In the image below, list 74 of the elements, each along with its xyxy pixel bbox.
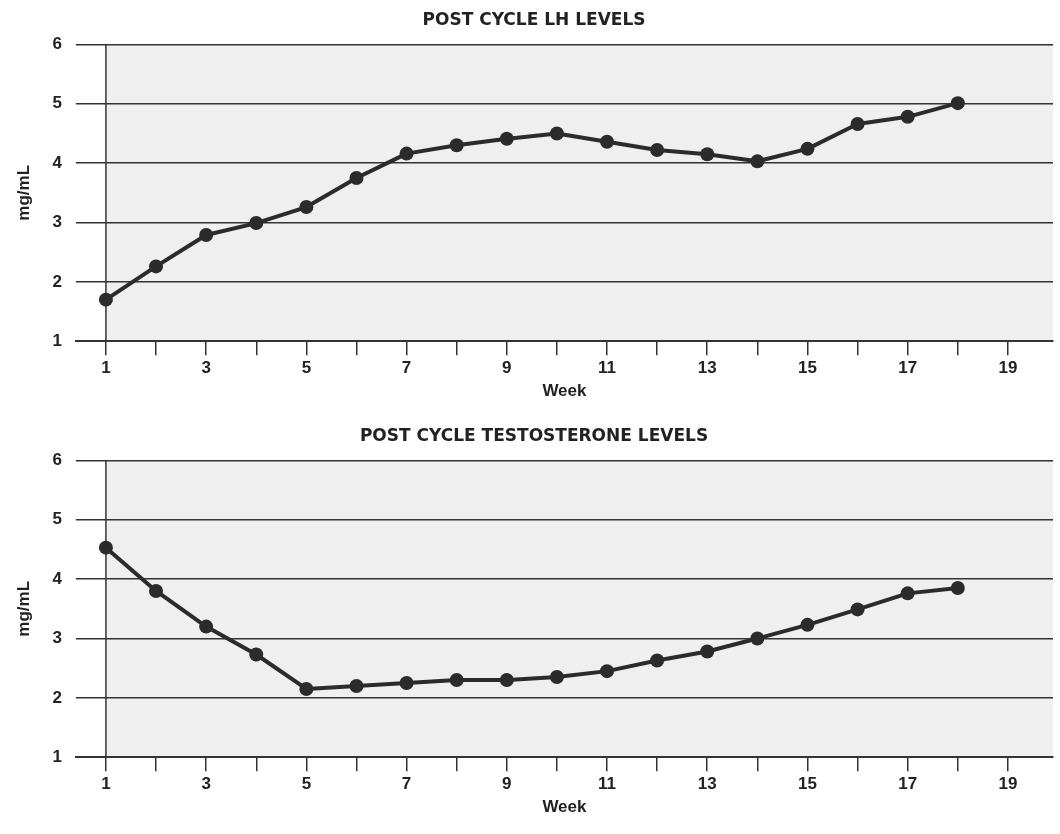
x-tick-label: 9 — [502, 358, 512, 378]
x-tick-label: 15 — [798, 774, 817, 794]
point — [900, 109, 915, 124]
y-tick-label: 3 — [52, 628, 62, 648]
point — [149, 583, 164, 598]
x-tick-label: 11 — [598, 358, 617, 378]
point — [549, 126, 564, 141]
y-tick-label: 5 — [52, 93, 62, 113]
point — [650, 143, 665, 158]
point — [650, 653, 665, 668]
point — [299, 200, 314, 215]
point — [349, 170, 364, 185]
y-tick-label: 6 — [52, 450, 62, 470]
x-tick-label: 19 — [998, 358, 1018, 378]
chart-title: POST CYCLE LH LEVELS — [422, 8, 646, 29]
point — [800, 141, 815, 156]
point — [299, 681, 314, 696]
point — [199, 619, 214, 634]
point — [549, 670, 564, 685]
y-tick-label: 6 — [52, 34, 62, 54]
x-tick-label: 17 — [898, 774, 918, 794]
x-tick-label: 17 — [898, 358, 918, 378]
x-tick-label: 13 — [697, 358, 717, 378]
y-tick-label: 4 — [52, 568, 63, 588]
point — [499, 131, 514, 146]
point — [98, 292, 113, 307]
point — [600, 134, 615, 149]
point — [349, 678, 364, 693]
y-tick-label: 3 — [52, 212, 62, 232]
x-tick-label: 11 — [598, 774, 617, 794]
y-tick-label: 2 — [52, 271, 62, 291]
x-tick-label: 3 — [201, 774, 211, 794]
x-tick-label: 5 — [301, 358, 312, 378]
y-tick-label: 1 — [52, 330, 62, 350]
x-axis-title: Week — [542, 381, 588, 401]
point — [700, 147, 715, 162]
x-tick-label: 19 — [998, 774, 1018, 794]
x-tick-label: 13 — [697, 774, 717, 794]
point — [750, 154, 765, 169]
point — [950, 96, 965, 111]
x-tick-label: 7 — [401, 774, 412, 794]
point — [499, 673, 514, 688]
point — [850, 116, 865, 131]
x-tick-label: 1 — [101, 358, 111, 378]
point — [98, 540, 113, 555]
point — [750, 631, 765, 646]
point — [950, 581, 965, 596]
x-axis-title: Week — [542, 797, 588, 817]
point — [600, 664, 615, 679]
x-tick-label: 15 — [798, 358, 817, 378]
point — [249, 647, 264, 662]
point — [449, 138, 464, 153]
point — [800, 617, 815, 632]
point — [850, 602, 865, 617]
x-tick-label: 5 — [301, 774, 312, 794]
x-tick-label: 3 — [201, 358, 211, 378]
point — [900, 586, 915, 601]
y-tick-label: 4 — [52, 152, 63, 172]
y-axis-title: mg/mL — [13, 580, 33, 637]
point — [449, 673, 464, 688]
x-tick-label: 1 — [101, 774, 111, 794]
chart-title: POST CYCLE TESTOSTERONE LEVELS — [359, 424, 709, 445]
x-tick-label: 7 — [401, 358, 412, 378]
point — [149, 259, 164, 274]
y-tick-label: 2 — [52, 687, 62, 707]
x-tick-label: 9 — [502, 774, 512, 794]
y-tick-label: 1 — [52, 746, 62, 766]
point — [249, 216, 264, 231]
point — [199, 227, 214, 242]
point — [399, 146, 414, 161]
y-tick-label: 5 — [52, 509, 62, 529]
point — [399, 676, 414, 690]
point — [700, 644, 715, 659]
y-axis-title: mg/mL — [13, 164, 33, 221]
